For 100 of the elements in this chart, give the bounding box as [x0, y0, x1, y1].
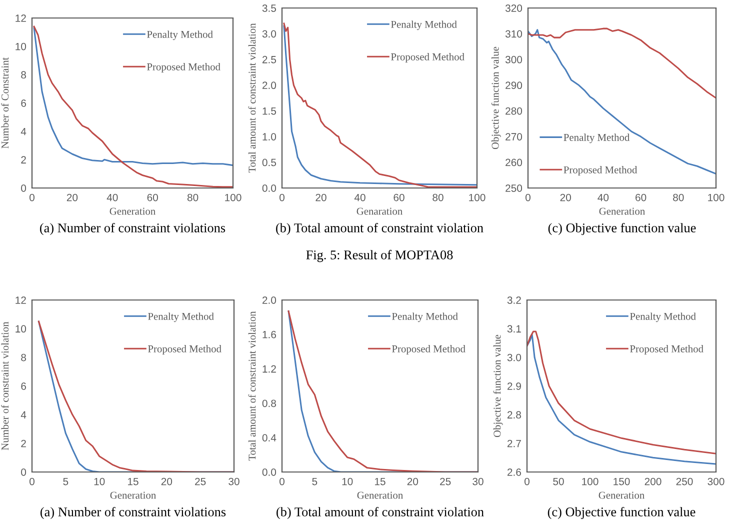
y-axis-title: Total amount of constraint violation [248, 311, 256, 461]
text: (a) Number of constraint violations [40, 506, 226, 520]
y-tick-label: 2.8 [507, 411, 521, 419]
legend-label: Proposed Method [630, 345, 704, 354]
text: (c) Objective function value [548, 506, 696, 520]
y-tick-label: 0 [21, 184, 26, 192]
legend-label: Penalty Method [147, 30, 213, 40]
y-axis-title: Number of Constraint [1, 57, 9, 148]
x-axis-title: Generation [110, 208, 156, 215]
x-tick-label: 60 [394, 194, 404, 202]
legend-label: Proposed Method [147, 63, 220, 72]
y-tick-label: 0 [21, 468, 26, 476]
x-tick-label: 80 [673, 194, 684, 202]
y-tick-label: 2.7 [507, 440, 521, 448]
x-axis-title: Generation [598, 492, 644, 499]
x-tick-label: 15 [375, 478, 386, 486]
x-tick-label: 40 [598, 194, 609, 202]
x-tick-label: 250 [676, 478, 693, 486]
y-axis-title: Number of constraint violation [1, 322, 9, 450]
x-tick-label: 5 [312, 478, 318, 486]
x-tick-label: 0 [526, 194, 530, 202]
y-tick-label: 2 [21, 440, 26, 448]
legend-label: Proposed Method [391, 53, 464, 62]
x-tick-label: 0 [280, 194, 284, 202]
text: (a) Number of constraint violations [40, 222, 226, 236]
y-tick-label: 260 [506, 158, 522, 166]
text: (b) Total amount of constraint violation [276, 222, 484, 236]
y-tick-label: 0.0 [262, 468, 276, 476]
y-tick-label: 300 [505, 56, 522, 64]
x-tick-label: 80 [432, 194, 444, 202]
x-axis-title: Generation [599, 208, 645, 215]
y-tick-label: 2.5 [262, 56, 276, 64]
y-tick-label: 12 [16, 296, 26, 304]
text: (b) Total amount of constraint violation [276, 506, 484, 520]
x-tick-label: 30 [228, 478, 240, 486]
y-tick-label: 2.6 [507, 468, 521, 476]
line-series [528, 29, 716, 175]
legend-label: Penalty Method [392, 312, 458, 322]
y-tick-label: 6 [21, 100, 26, 107]
x-tick-label: 100 [582, 478, 598, 486]
x-tick-label: 0 [280, 478, 284, 486]
legend-label: Penalty Method [630, 312, 696, 322]
y-tick-label: 2 [21, 156, 26, 164]
line-series [528, 28, 716, 99]
x-tick-label: 40 [106, 194, 118, 202]
y-tick-label: 1.0 [262, 133, 276, 140]
x-tick-label: 25 [195, 478, 206, 486]
x-tick-label: 60 [147, 194, 158, 202]
y-axis-title: Total amount of constraint violation [248, 23, 256, 173]
legend-label: Penalty Method [564, 134, 630, 144]
y-tick-label: 10 [16, 42, 26, 50]
x-tick-label: 20 [316, 194, 326, 202]
text: (c) Objective function value [548, 222, 696, 236]
x-axis-title: Generation [357, 492, 403, 499]
x-tick-label: 15 [128, 478, 138, 486]
y-tick-label: 3.2 [507, 296, 521, 304]
y-tick-label: 3.5 [262, 4, 276, 12]
y-tick-label: 310 [505, 30, 522, 38]
y-tick-label: 2.0 [262, 296, 276, 304]
x-tick-label: 100 [708, 194, 724, 202]
y-tick-label: 270 [506, 133, 522, 140]
y-tick-label: 8 [21, 354, 26, 362]
x-axis-title: Genaration [356, 208, 402, 215]
x-axis-title: Generation [110, 492, 156, 499]
x-tick-label: 20 [407, 478, 418, 486]
y-tick-label: 1.5 [262, 107, 276, 115]
y-tick-label: 280 [506, 107, 522, 115]
y-tick-label: 1.2 [262, 365, 276, 373]
legend-label: Proposed Method [148, 345, 222, 354]
y-tick-label: 250 [506, 184, 522, 192]
x-tick-label: 80 [187, 194, 198, 202]
y-tick-label: 2.9 [507, 382, 521, 390]
y-tick-label: 1.6 [262, 330, 276, 338]
x-tick-label: 10 [342, 478, 353, 486]
x-tick-label: 100 [225, 194, 242, 202]
x-tick-label: 150 [614, 478, 630, 486]
caption: Fig. 5: Result of MOPTA08 [306, 250, 453, 262]
y-tick-label: 4 [20, 411, 26, 418]
x-tick-label: 0 [524, 478, 530, 486]
y-tick-label: 8 [21, 71, 26, 79]
x-tick-label: 40 [354, 194, 366, 202]
y-tick-label: 320 [505, 4, 522, 12]
legend-label: Penalty Method [148, 312, 214, 322]
legend-label: Proposed Method [392, 345, 466, 354]
x-tick-label: 20 [560, 194, 571, 202]
x-tick-label: 30 [472, 478, 484, 486]
x-tick-label: 5 [63, 478, 68, 486]
y-tick-label: 0.0 [262, 184, 276, 192]
x-tick-label: 0 [30, 194, 34, 202]
y-axis-title: Objective function value [493, 334, 503, 438]
x-tick-label: 20 [66, 194, 78, 202]
x-tick-label: 10 [94, 478, 105, 486]
x-tick-label: 25 [440, 478, 451, 486]
y-tick-label: 0.4 [262, 434, 276, 442]
x-tick-label: 200 [644, 478, 662, 486]
y-tick-label: 3.0 [262, 30, 276, 38]
y-tick-label: 0.5 [262, 158, 276, 166]
x-tick-label: 0 [30, 478, 34, 486]
legend-label: Proposed Method [564, 166, 638, 176]
y-axis-title: Objective function value [491, 46, 501, 150]
